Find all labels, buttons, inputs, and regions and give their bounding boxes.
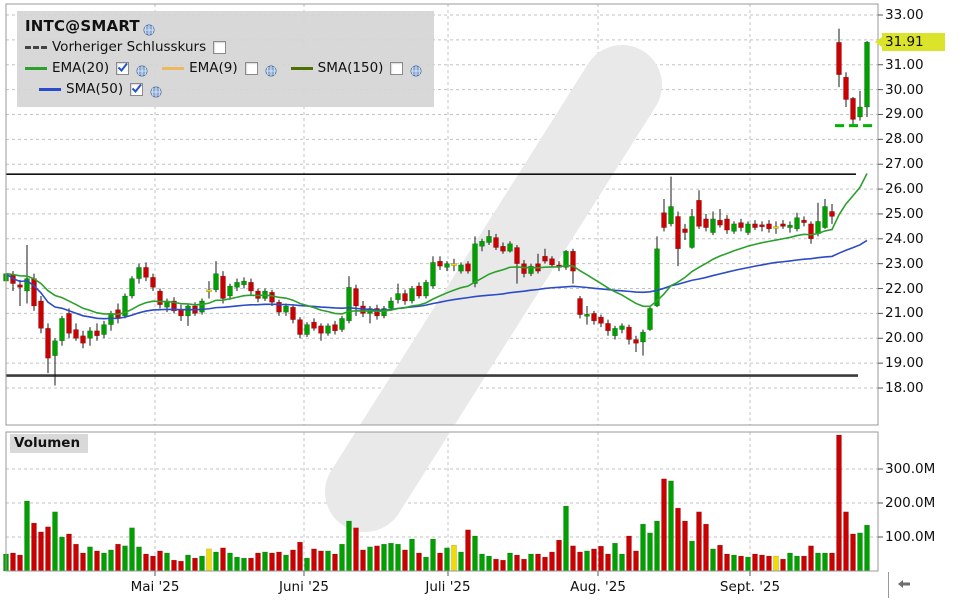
prev-close-label: Vorheriger Schlusskurs — [52, 39, 207, 55]
ema20-label: EMA(20) — [52, 60, 110, 76]
globe-icon[interactable] — [265, 63, 277, 76]
price-axis-label: 18.00 — [885, 380, 924, 396]
sma50-swatch — [39, 88, 61, 91]
price-axis-label: 33.00 — [885, 7, 924, 23]
sma150-swatch — [290, 67, 313, 70]
volume-panel-title: Volumen — [10, 434, 89, 453]
month-axis-label: Aug. '25 — [570, 579, 626, 595]
volume-axis-label: 100.0M — [885, 529, 936, 545]
month-axis-label: Juli '25 — [425, 579, 471, 595]
price-axis-label: 24.00 — [885, 230, 924, 247]
price-axis-label: 22.00 — [885, 280, 924, 297]
price-axis-label: 20.00 — [885, 330, 924, 347]
price-axis-label: 25.00 — [885, 205, 924, 222]
last-price-tag: 31.91 — [875, 33, 945, 52]
globe-icon[interactable] — [150, 84, 162, 97]
globe-icon[interactable] — [136, 63, 148, 76]
volume-axis-label: 200.0M — [885, 495, 936, 511]
ema9-checkbox[interactable] — [244, 62, 258, 75]
price-axis-label: 26.00 — [885, 181, 924, 198]
month-axis-label: Mai '25 — [130, 579, 180, 595]
price-axis-label: 23.00 — [885, 255, 924, 272]
month-axis-label: Sept. '25 — [719, 579, 781, 595]
prev-close-swatch — [25, 46, 47, 49]
ema20-swatch — [25, 67, 47, 70]
price-axis-label: 27.00 — [885, 156, 924, 173]
price-axis-label: 31.00 — [885, 56, 924, 73]
legend-panel: INTC@SMART Vorheriger Schlusskurs EMA(20… — [17, 11, 435, 107]
price-axis-label: 19.00 — [885, 355, 924, 372]
price-axis-label: 21.00 — [885, 305, 924, 322]
price-axis-label: 28.00 — [885, 131, 924, 148]
ema9-swatch — [162, 67, 185, 70]
price-axis-label: 30.00 — [885, 81, 924, 98]
ema9-label: EMA(9) — [189, 60, 238, 76]
pan-cursor-icon — [898, 580, 910, 588]
globe-icon[interactable] — [143, 21, 155, 35]
pan-widget[interactable] — [888, 572, 959, 598]
sma50-label: SMA(50) — [66, 81, 124, 97]
sma50-checkbox[interactable] — [130, 83, 144, 96]
volume-axis-label: 300.0M — [885, 461, 936, 477]
prev-close-checkbox[interactable] — [213, 41, 227, 54]
sma150-label: SMA(150) — [317, 60, 384, 76]
ema20-checkbox[interactable] — [116, 62, 130, 75]
month-axis-label: Juni '25 — [278, 579, 330, 595]
sma150-checkbox[interactable] — [390, 62, 404, 75]
symbol-title: INTC@SMART — [25, 17, 140, 35]
globe-icon[interactable] — [410, 63, 422, 76]
price-axis-label: 29.00 — [885, 106, 924, 123]
